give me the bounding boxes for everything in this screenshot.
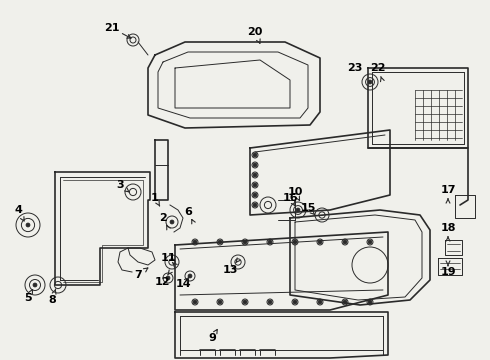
Circle shape <box>243 300 247 304</box>
Circle shape <box>218 300 222 304</box>
Circle shape <box>193 300 197 304</box>
Circle shape <box>368 80 372 84</box>
Text: 7: 7 <box>134 270 142 280</box>
Circle shape <box>33 283 37 287</box>
Text: 20: 20 <box>247 27 263 37</box>
Circle shape <box>368 300 372 304</box>
Text: 13: 13 <box>222 265 238 275</box>
Text: 9: 9 <box>208 333 216 343</box>
Text: 11: 11 <box>160 253 176 263</box>
Circle shape <box>253 193 257 197</box>
Circle shape <box>253 153 257 157</box>
Text: 4: 4 <box>14 205 22 215</box>
Circle shape <box>188 274 192 278</box>
Circle shape <box>268 300 272 304</box>
Circle shape <box>343 300 347 304</box>
Text: 14: 14 <box>175 279 191 289</box>
Text: 2: 2 <box>159 213 167 223</box>
Text: 19: 19 <box>440 267 456 277</box>
Circle shape <box>296 208 300 212</box>
Text: 1: 1 <box>151 193 159 203</box>
Circle shape <box>193 240 197 244</box>
Circle shape <box>253 183 257 187</box>
Text: 16: 16 <box>282 193 298 203</box>
Text: 6: 6 <box>184 207 192 217</box>
Text: 22: 22 <box>370 63 386 73</box>
Text: 21: 21 <box>104 23 120 33</box>
Circle shape <box>293 240 297 244</box>
Circle shape <box>268 240 272 244</box>
Text: 17: 17 <box>440 185 456 195</box>
Circle shape <box>318 240 322 244</box>
Circle shape <box>26 223 30 227</box>
Circle shape <box>166 276 170 280</box>
Text: 18: 18 <box>440 223 456 233</box>
Text: 12: 12 <box>154 277 170 287</box>
Text: 5: 5 <box>24 293 32 303</box>
Text: 8: 8 <box>48 295 56 305</box>
Circle shape <box>243 240 247 244</box>
Circle shape <box>170 220 174 224</box>
Circle shape <box>368 240 372 244</box>
Text: 15: 15 <box>300 203 316 213</box>
Circle shape <box>253 203 257 207</box>
Circle shape <box>343 240 347 244</box>
Circle shape <box>253 173 257 177</box>
Circle shape <box>293 300 297 304</box>
Text: 3: 3 <box>116 180 124 190</box>
Text: 23: 23 <box>347 63 363 73</box>
Circle shape <box>318 300 322 304</box>
Text: 10: 10 <box>287 187 303 197</box>
Circle shape <box>218 240 222 244</box>
Circle shape <box>253 163 257 167</box>
